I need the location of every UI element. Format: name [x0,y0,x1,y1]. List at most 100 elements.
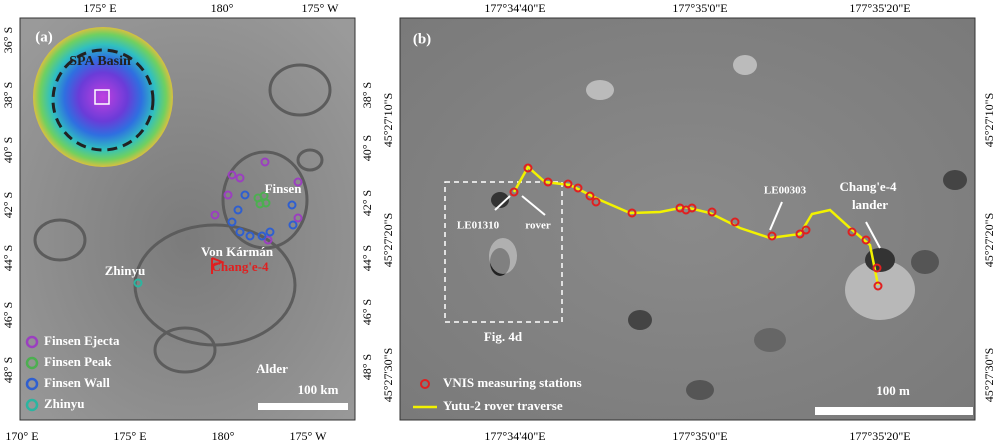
sample-point [293,177,303,187]
station [523,163,533,173]
station [707,207,717,217]
scale-label: 100 km [298,382,339,397]
right-tick-label: 38° S [360,82,374,108]
sample-point [133,278,143,288]
legend-label: Finsen Peak [44,354,112,369]
inset-title: SPA Basin [69,54,131,69]
place-label: Von Kármán [201,244,274,259]
legend-marker [25,398,39,412]
bottom-tick-label: 180° [212,429,235,443]
sample-point [288,220,298,230]
annotation: Chang'e-4 [839,179,897,194]
top-tick-label: 177°34'40"E [484,1,545,15]
left-tick-label: 42° S [1,192,15,218]
legend-marker [25,356,39,370]
station [543,177,553,187]
station [591,197,601,207]
left-tick-label: 45°27'20"S [381,213,395,268]
station [795,229,805,239]
legend-marker [420,379,430,389]
bottom-tick-label: 170° E [5,429,38,443]
station [585,191,595,201]
place-label: Chang'e-4 [211,259,269,274]
left-tick-label: 44° S [1,245,15,271]
station [872,263,882,273]
sample-point [293,213,303,223]
sample-point [257,231,267,241]
right-tick-label: 45°27'30"S [982,348,996,403]
right-tick-label: 48° S [360,354,374,380]
sample-point [263,235,273,245]
sample-point [240,190,250,200]
station [801,225,811,235]
station [730,217,740,227]
top-tick-label: 180° [211,1,234,15]
sample-point [235,173,245,183]
sample-point [233,205,243,215]
rover-traverse [512,165,880,286]
station [563,179,573,189]
sample-point [227,217,237,227]
inset-box [444,181,563,323]
sample-point [287,200,297,210]
spa-ring [51,48,155,152]
scale-bar [815,407,973,415]
right-tick-label: 44° S [360,245,374,271]
legend-label: Finsen Ejecta [44,333,120,348]
station [573,183,583,193]
station [767,231,777,241]
left-tick-label: 45°27'10"S [381,93,395,148]
sample-point [261,198,271,208]
legend-label: Zhinyu [44,396,84,411]
sample-point [210,210,220,220]
legend-marker [25,377,39,391]
top-tick-label: 177°35'0"E [672,1,727,15]
place-label: Zhinyu [105,263,145,278]
left-tick-label: 45°27'30"S [381,348,395,403]
station [627,208,637,218]
top-tick-label: 177°35'20"E [849,1,910,15]
arrows [494,195,881,249]
station [509,187,519,197]
legend-label: VNIS measuring stations [443,375,582,390]
annotation: rover [525,220,551,232]
annotation: Fig. 4d [484,329,523,344]
sample-points [133,157,303,288]
craters-a [33,63,332,374]
sample-point [223,190,233,200]
left-tick-label: 38° S [1,82,15,108]
bottom-tick-label: 177°35'0"E [672,429,727,443]
bottom-tick-label: 177°34'40"E [484,429,545,443]
panel-label: (a) [35,29,53,45]
place-label: Finsen [265,181,303,196]
station [873,281,883,291]
right-tick-label: 45°27'10"S [982,93,996,148]
sample-point [245,231,255,241]
station [861,235,871,245]
spa-inset [33,27,173,167]
legend-label: Finsen Wall [44,375,110,390]
right-tick-label: 40° S [360,135,374,161]
left-tick-label: 48° S [1,357,15,383]
legend-marker [25,335,39,349]
sample-point [235,227,245,237]
top-tick-label: 175° E [83,1,116,15]
right-tick-label: 45°27'20"S [982,213,996,268]
landing-flag [211,257,225,274]
station [847,227,857,237]
sample-point [260,157,270,167]
station [687,203,697,213]
right-tick-label: 46° S [360,299,374,325]
vnis-stations [509,163,883,291]
left-tick-label: 40° S [1,137,15,163]
annotation: lander [852,197,888,212]
sample-point [227,170,237,180]
scale-bar [258,403,348,410]
bottom-tick-label: 177°35'20"E [849,429,910,443]
left-tick-label: 46° S [1,302,15,328]
place-label: Alder [256,361,288,376]
annotation: LE01310 [457,220,500,232]
bottom-tick-label: 175° E [113,429,146,443]
sample-point [265,227,275,237]
